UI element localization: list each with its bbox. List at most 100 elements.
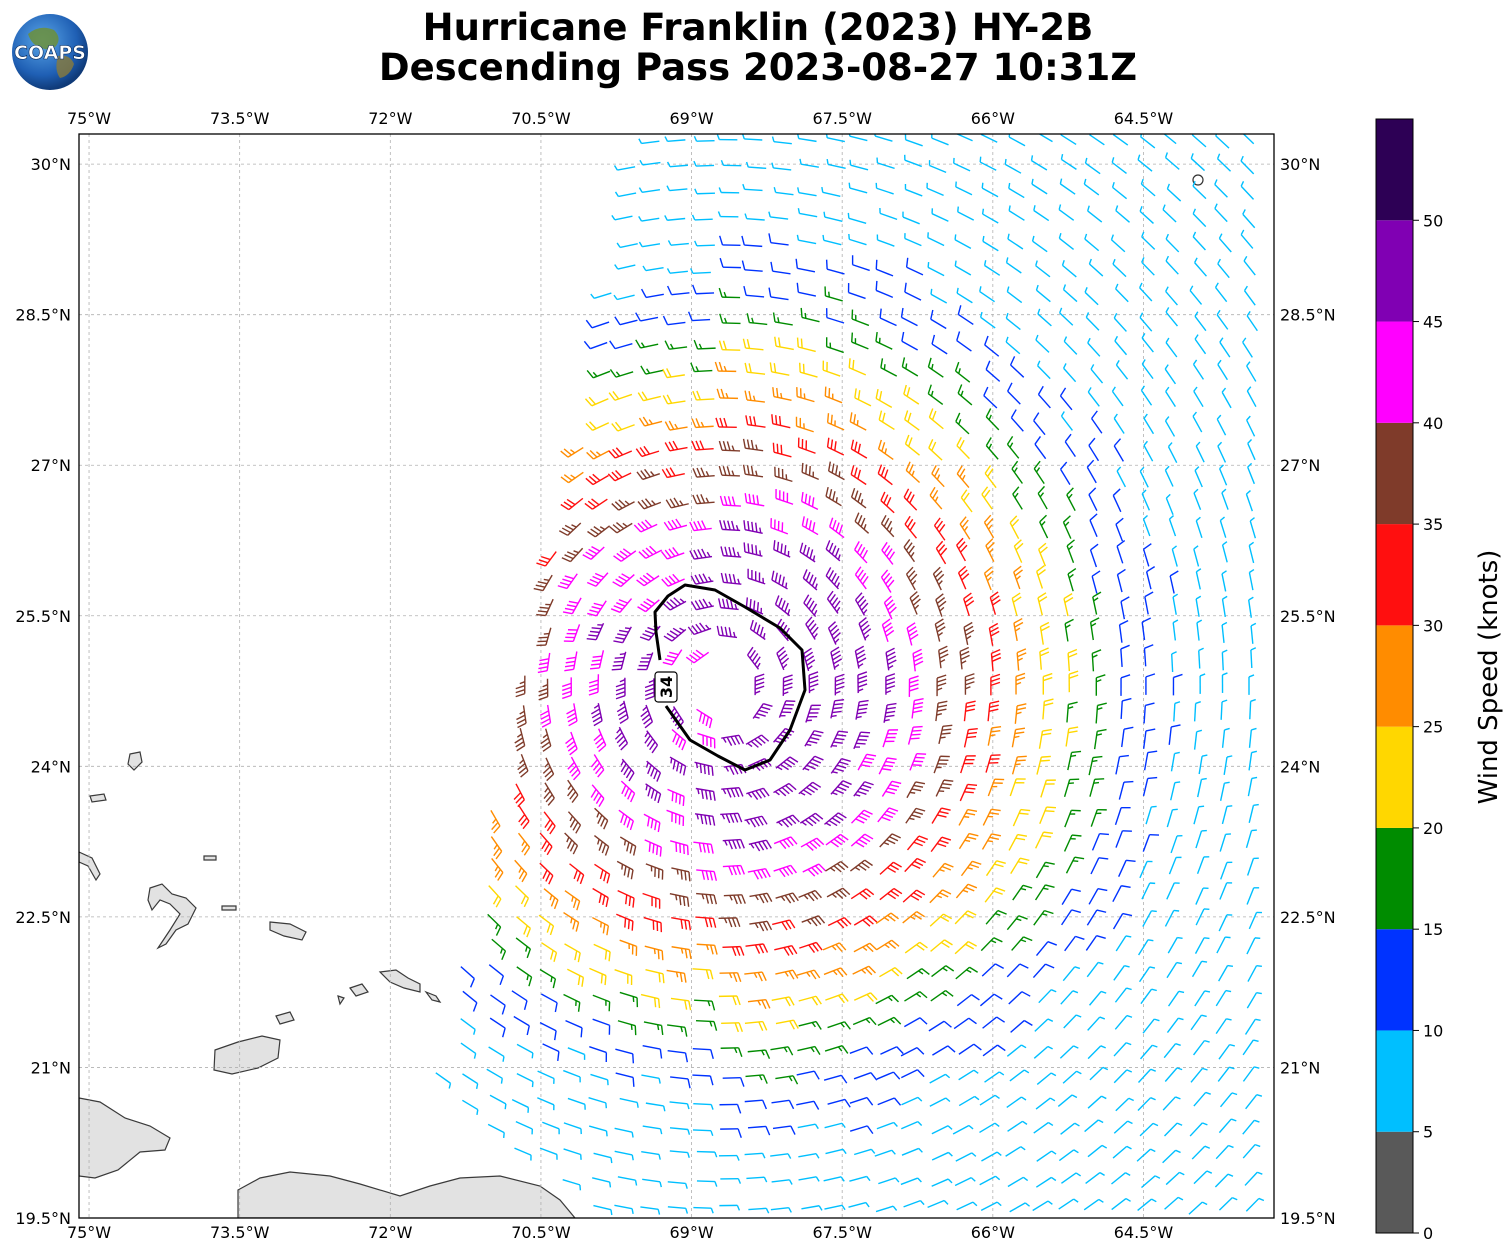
wind-barb [1091,410,1103,434]
wind-barb [822,360,841,377]
wind-barb [830,780,852,796]
wind-barb [563,1148,582,1160]
wind-barb [955,412,970,435]
wind-barb [687,311,711,322]
wind-barb [619,991,639,1008]
wind-barb [1061,260,1077,278]
wind-barb [958,1095,980,1107]
wind-barb [982,1016,1006,1029]
wind-barb [1193,386,1204,408]
wind-barb [488,964,505,986]
wind-barb [1118,620,1129,643]
wind-barb [1246,857,1259,876]
wind-barb [931,1151,953,1161]
wind-barb [904,991,928,1002]
wind-barb [901,1147,923,1156]
wind-barb [963,621,975,645]
wind-barb [745,734,770,748]
wind-barb [666,161,688,168]
wind-barb [583,340,608,350]
wind-barb [1220,861,1233,880]
wind-barb [802,863,827,877]
wind-barb [1220,699,1228,720]
wind-barb [642,1178,662,1188]
wind-barb [933,755,950,774]
wind-barb [645,783,662,804]
wind-barb [561,547,584,563]
wind-barb [539,968,557,989]
wind-barb [1244,1018,1261,1035]
wind-barb [1221,621,1228,643]
wind-barb [558,522,582,536]
wind-barb [801,1205,823,1211]
wind-barb [825,1148,847,1155]
wind-barb [1091,833,1109,851]
wind-barb [1191,1145,1211,1160]
wind-barb [640,1206,661,1215]
wind-barb [1120,644,1130,667]
wind-barb [825,993,849,1004]
wind-barb [664,440,688,452]
wind-barb [1242,209,1256,229]
wind-barb [513,783,525,808]
wind-barb [671,867,691,882]
lon-tick-label-bottom: 70.5°W [511,1223,571,1242]
wind-barb [1192,180,1207,200]
wind-barb [717,598,739,611]
wind-barb [824,286,843,302]
wind-barb [696,708,713,729]
wind-barb [662,368,685,379]
wind-barb [617,889,635,908]
wind-barb [959,516,971,540]
wind-barb [641,1074,661,1084]
wind-barb [1087,1016,1106,1031]
lat-tick-label-left: 27°N [31,456,71,475]
wind-barb [586,572,609,587]
wind-barb [822,234,842,246]
cay-island-4 [424,990,442,1003]
wind-barb [823,967,848,978]
wind-barb [1033,412,1046,436]
wind-barb [1217,441,1227,463]
wind-barb [1139,206,1154,224]
wind-barb [825,308,845,324]
wind-barb [562,677,572,700]
wind-barb [1111,386,1124,407]
wind-barb [1242,1039,1259,1056]
wind-barb [1215,1144,1234,1160]
wind-barb [1005,336,1021,355]
wind-barb [801,915,826,927]
wind-barb [619,836,637,856]
wind-barb [1166,808,1178,828]
wind-barb [1067,567,1077,592]
wind-barb [563,1122,582,1135]
wind-barb [590,754,605,778]
wind-barb [557,573,578,590]
wind-barb [955,883,978,899]
wind-barb [958,832,979,850]
wind-barb [588,674,600,696]
wind-barb [1011,936,1033,951]
wind-barb [665,497,689,509]
wind-barb [667,1181,688,1189]
wind-barb [1221,541,1228,563]
wind-barb [851,255,870,272]
colorbar-tick-label: 40 [1423,414,1443,433]
wind-barb [742,183,763,192]
wind-barb [690,362,713,373]
wind-barb [593,943,611,962]
wind-barb [927,1199,949,1208]
cay-island-5 [221,905,237,911]
wind-barb [770,1206,792,1213]
wind-barb [1112,1145,1132,1159]
wind-barb [669,756,687,776]
wind-barb [1219,882,1233,900]
wind-barb [719,972,742,983]
wind-barb [1142,514,1151,537]
wind-barb [589,650,605,670]
lat-tick-label-left: 25.5°N [15,607,71,626]
wind-barb [931,464,945,488]
wind-barb [797,208,818,218]
chart-title: Hurricane Franklin (2023) HY-2B Descendi… [258,8,1258,88]
